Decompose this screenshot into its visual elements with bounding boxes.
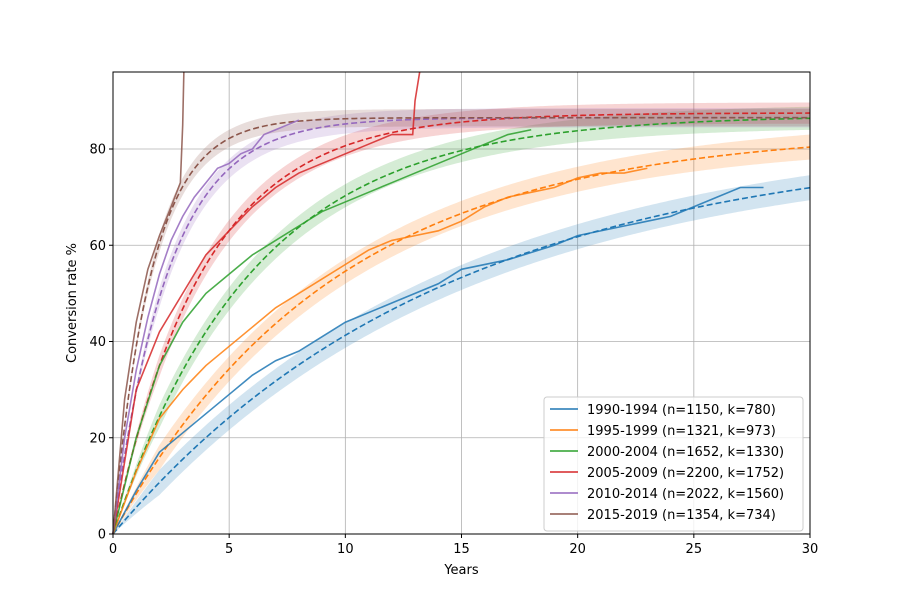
observed-curve-0 [112,186,764,535]
y-tick-label: 0 [98,528,106,543]
legend-label-1: 1995-1999 (n=1321, k=973) [587,424,776,439]
x-tick-label: 10 [337,542,354,557]
x-tick-label: 15 [453,542,470,557]
x-tick-label: 30 [802,542,819,557]
observed-curve-2 [112,128,532,535]
legend-label-2: 2000-2004 (n=1652, k=1330) [587,445,784,460]
y-axis-ticks: 0 20 40 60 80 [89,143,113,543]
legend: 1990-1994 (n=1150, k=780) 1995-1999 (n=13… [543,396,804,532]
x-tick-label: 25 [686,542,703,557]
x-axis-label: Years [443,563,479,578]
y-tick-label: 20 [89,431,106,446]
observed-curve-4 [112,119,300,535]
y-axis-label: Conversion rate % [65,243,80,363]
confidence-band-1 [113,134,810,534]
fitted-curve-1 [112,146,811,535]
legend-box [543,396,804,532]
confidence-bands [113,102,810,535]
fitted-curve-0 [112,186,811,535]
grid [112,72,811,535]
legend-label-5: 2015-2019 (n=1354, k=734) [587,508,776,523]
x-tick-label: 5 [225,542,233,557]
x-tick-label: 0 [109,542,117,557]
x-axis-ticks: 0 5 10 15 20 25 30 [109,534,818,557]
observed-curves [112,71,764,535]
observed-curve-5 [112,71,185,535]
x-tick-label: 20 [569,542,586,557]
legend-label-0: 1990-1994 (n=1150, k=780) [587,403,776,418]
y-tick-label: 60 [89,239,106,254]
fitted-curves [112,112,811,535]
y-tick-label: 80 [89,143,106,158]
fitted-curve-5 [112,116,810,535]
fitted-curve-2 [112,117,811,535]
y-tick-label: 40 [89,335,106,350]
legend-label-3: 2005-2009 (n=2200, k=1752) [587,466,784,481]
confidence-band-0 [113,175,810,534]
legend-label-4: 2010-2014 (n=2022, k=1560) [587,487,784,502]
observed-curve-1 [112,167,648,535]
observed-curve-3 [112,71,421,535]
